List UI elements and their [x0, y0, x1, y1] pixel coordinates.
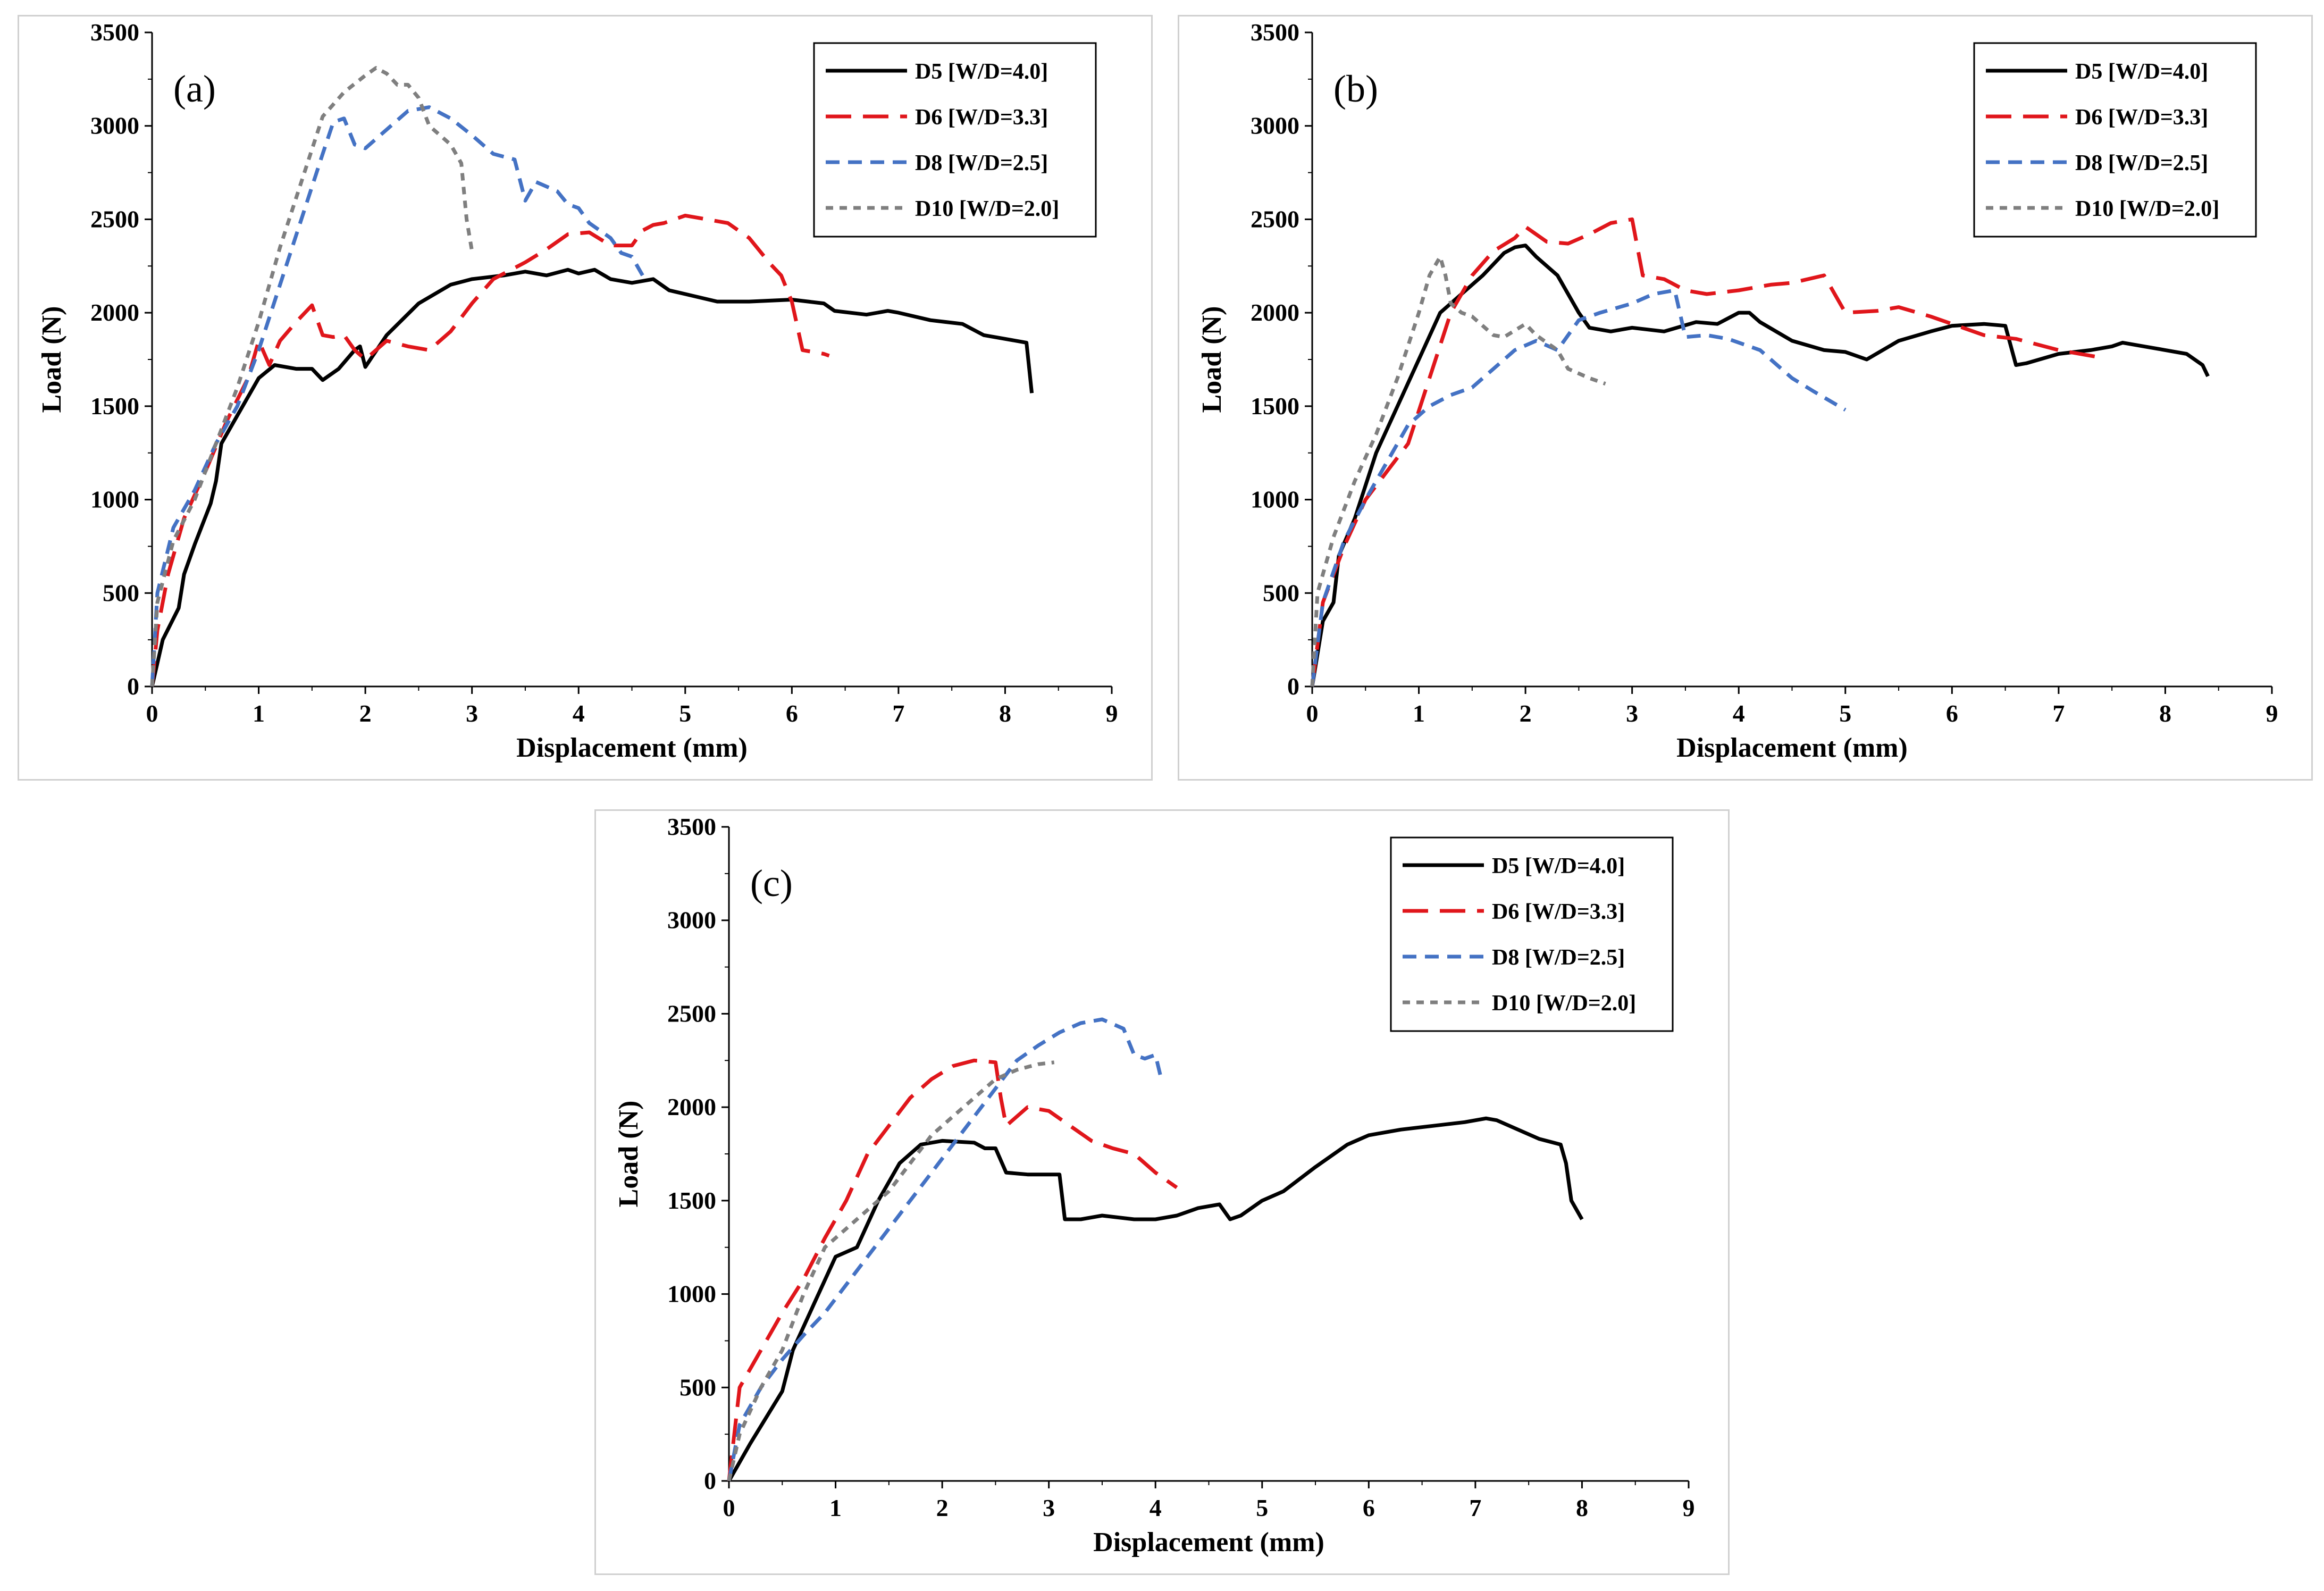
y-axis-title: Load (N): [1197, 306, 1227, 413]
y-tick-label: 3500: [90, 19, 139, 46]
legend-entry-label: D5 [W/D=4.0]: [1492, 854, 1625, 878]
panel-label: (c): [750, 862, 793, 905]
legend-entry-label: D5 [W/D=4.0]: [915, 60, 1048, 84]
x-tick-label: 4: [1733, 700, 1745, 727]
series-line: [150, 105, 644, 687]
y-tick-label: 2500: [1251, 205, 1299, 232]
chart-c-svg: 0 500 1000 1500 2000 2500 3000 3500 0 1 2 3 4 5 6 7 8 9 Di…: [614, 813, 1695, 1557]
y-tick-label: 1000: [1251, 486, 1299, 513]
x-tick-label: 7: [892, 700, 904, 727]
x-tick-label: 6: [786, 700, 798, 727]
y-tick-label: 0: [1287, 673, 1299, 700]
y-tick-label: 2000: [1251, 299, 1299, 326]
x-tick-label: 1: [253, 700, 265, 727]
x-tick-label: 5: [679, 700, 691, 727]
y-tick-label: 2500: [667, 1000, 716, 1027]
y-tick-label: 0: [704, 1467, 716, 1494]
chart-b-svg: 0 500 1000 1500 2000 2500 3000 3500 0 1 2 3 4 5 6 7 8 9 Di…: [1197, 19, 2278, 763]
x-tick-label: 5: [1256, 1494, 1268, 1521]
x-tick-label: 3: [466, 700, 478, 727]
y-tick-label: 500: [1263, 579, 1299, 606]
y-tick-label: 500: [103, 579, 139, 606]
x-tick-label: 3: [1043, 1494, 1055, 1521]
x-tick-label: 8: [1576, 1494, 1588, 1521]
x-tick-label: 9: [1683, 1494, 1695, 1521]
panel-label: (a): [173, 68, 216, 110]
legend-box: [1390, 836, 1674, 1032]
x-tick-label: 0: [1306, 700, 1319, 727]
x-tick-label: 4: [573, 700, 585, 727]
legend-entry-label: D10 [W/D=2.0]: [2075, 197, 2219, 221]
legend-entry-label: D6 [W/D=3.3]: [2075, 105, 2208, 130]
series-line: [150, 213, 830, 687]
x-tick-label: 5: [1839, 700, 1851, 727]
x-tick-label: 2: [1520, 700, 1532, 727]
chart-panel-a: 0 500 1000 1500 2000 2500 3000 3500 0 1 2 3 4 5 6 7 8 9 Di…: [18, 15, 1153, 781]
chart-a-svg: 0 500 1000 1500 2000 2500 3000 3500 0 1 2 3 4 5 6 7 8 9 Di…: [37, 19, 1118, 763]
series-line: [727, 1060, 1055, 1481]
legend-entry-label: D6 [W/D=3.3]: [1492, 900, 1625, 924]
chart-panel-b: 0 500 1000 1500 2000 2500 3000 3500 0 1 2 3 4 5 6 7 8 9 Di…: [1178, 15, 2313, 781]
legend-entry-label: D8 [W/D=2.5]: [1492, 945, 1625, 970]
x-tick-label: 3: [1626, 700, 1638, 727]
y-tick-label: 3500: [667, 813, 716, 840]
y-tick-label: 1000: [90, 486, 139, 513]
legend-entry-label: D5 [W/D=4.0]: [2075, 60, 2208, 84]
series-line: [727, 1017, 1163, 1481]
series-line: [150, 66, 474, 687]
y-tick-label: 2000: [90, 299, 139, 326]
y-tick-label: 1500: [90, 392, 139, 420]
y-axis-title: Load (N): [614, 1101, 644, 1208]
x-tick-label: 7: [1469, 1494, 1481, 1521]
y-tick-label: 1500: [1251, 392, 1299, 420]
x-tick-label: 7: [2052, 700, 2065, 727]
x-tick-label: 0: [146, 700, 158, 727]
series-line: [727, 1116, 1584, 1482]
y-axis-title: Load (N): [37, 306, 67, 413]
series-line: [1310, 244, 2210, 687]
y-tick-label: 500: [679, 1374, 716, 1401]
legend-box: [1973, 42, 2257, 238]
x-tick-label: 0: [723, 1494, 735, 1521]
series-line: [727, 1058, 1178, 1481]
x-tick-label: 4: [1150, 1494, 1162, 1521]
y-tick-label: 3000: [1251, 112, 1299, 139]
y-tick-label: 0: [127, 673, 139, 700]
y-tick-label: 3500: [1251, 19, 1299, 46]
x-axis-title: Displacement (mm): [1093, 1527, 1324, 1557]
x-tick-label: 2: [359, 700, 372, 727]
y-tick-label: 1500: [667, 1187, 716, 1214]
y-tick-label: 2500: [90, 205, 139, 232]
x-tick-label: 6: [1363, 1494, 1375, 1521]
x-tick-label: 1: [1413, 700, 1425, 727]
y-tick-label: 3000: [667, 907, 716, 934]
x-axis-title: Displacement (mm): [516, 733, 748, 763]
series-line: [1310, 255, 1606, 687]
series-line: [1310, 217, 2102, 687]
legend-entry-label: D10 [W/D=2.0]: [915, 197, 1059, 221]
x-tick-label: 9: [2266, 700, 2278, 727]
series-line: [1310, 288, 1847, 687]
x-tick-label: 8: [2159, 700, 2171, 727]
panel-label: (b): [1333, 68, 1378, 110]
y-tick-label: 3000: [90, 112, 139, 139]
x-tick-label: 9: [1106, 700, 1118, 727]
y-tick-label: 2000: [667, 1093, 716, 1120]
x-tick-label: 2: [936, 1494, 949, 1521]
legend-box: [813, 42, 1097, 238]
x-tick-label: 1: [829, 1494, 842, 1521]
legend-entry-label: D8 [W/D=2.5]: [915, 151, 1048, 175]
y-tick-label: 1000: [667, 1280, 716, 1308]
x-axis-title: Displacement (mm): [1676, 733, 1908, 763]
x-tick-label: 8: [999, 700, 1011, 727]
series-line: [150, 267, 1034, 687]
chart-panel-c: 0 500 1000 1500 2000 2500 3000 3500 0 1 2 3 4 5 6 7 8 9 Di…: [594, 809, 1730, 1575]
legend-entry-label: D8 [W/D=2.5]: [2075, 151, 2208, 175]
legend-entry-label: D6 [W/D=3.3]: [915, 105, 1048, 130]
x-tick-label: 6: [1946, 700, 1958, 727]
legend-entry-label: D10 [W/D=2.0]: [1492, 991, 1636, 1016]
